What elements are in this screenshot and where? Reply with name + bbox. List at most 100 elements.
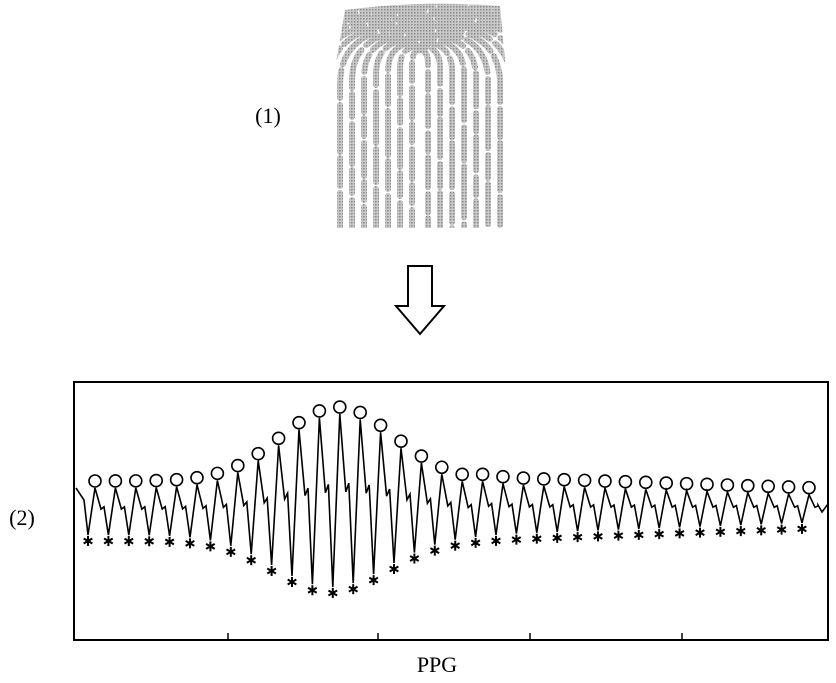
fingerprint-ridge xyxy=(331,6,507,228)
trough-marker xyxy=(144,536,155,547)
asterisk-stroke xyxy=(552,534,563,542)
trough-marker xyxy=(470,537,481,548)
trough-marker xyxy=(327,587,338,598)
peak-marker xyxy=(149,473,163,488)
trough-marker xyxy=(695,527,705,538)
peak-marker xyxy=(332,400,347,414)
asterisk-stroke xyxy=(695,529,705,536)
plot-frame xyxy=(73,381,829,641)
trough-marker xyxy=(348,584,359,595)
peak-marker xyxy=(536,472,551,486)
trough-marker xyxy=(797,523,807,534)
asterisk-stroke xyxy=(266,567,277,575)
asterisk-stroke xyxy=(776,526,787,533)
trough-marker xyxy=(776,524,787,535)
asterisk-stroke xyxy=(287,578,297,586)
peak-marker xyxy=(516,471,531,485)
asterisk-stroke xyxy=(654,530,665,538)
asterisk-stroke xyxy=(83,537,93,545)
peak-marker xyxy=(210,466,225,481)
peak-marker xyxy=(190,470,204,485)
asterisk-stroke xyxy=(735,527,746,535)
peak-marker xyxy=(577,473,592,488)
trough-marker xyxy=(613,530,624,541)
finger-label: (1) xyxy=(255,103,281,128)
asterisk-stroke xyxy=(593,533,603,540)
peak-marker xyxy=(394,434,408,448)
trough-marker xyxy=(185,538,195,549)
trough-marker xyxy=(287,577,297,588)
fingerprint-ridge xyxy=(331,3,507,228)
peak-marker xyxy=(496,469,510,484)
trough-marker xyxy=(205,541,216,552)
trough-marker xyxy=(633,529,644,540)
fingerprint-ridge xyxy=(331,10,507,228)
trough-marker xyxy=(429,545,440,556)
peak-marker xyxy=(231,458,245,473)
peak-marker xyxy=(271,431,286,446)
asterisk-stroke xyxy=(429,547,440,555)
peak-marker xyxy=(475,467,490,482)
peak-marker xyxy=(659,476,674,490)
fingerprint-ridge xyxy=(397,42,443,228)
trough-marker xyxy=(735,526,746,537)
peak-marker xyxy=(88,474,102,488)
asterisk-stroke xyxy=(531,535,542,543)
plot-ticks xyxy=(227,633,683,640)
asterisk-stroke xyxy=(572,533,583,541)
asterisk-stroke xyxy=(246,556,257,564)
fingerprint-ridge xyxy=(409,46,431,228)
peak-marker xyxy=(781,480,796,494)
trough-marker xyxy=(368,575,379,586)
peak-marker xyxy=(802,480,816,495)
asterisk-stroke xyxy=(144,537,155,545)
trough-marker xyxy=(103,536,114,547)
trough-marker xyxy=(552,532,563,543)
peak-marker xyxy=(251,446,266,461)
peak-marker xyxy=(557,472,572,487)
trough-marker xyxy=(83,536,93,547)
signal-label: (2) xyxy=(9,505,35,530)
trough-marker xyxy=(531,533,542,544)
signal-caption: PPG xyxy=(417,652,457,677)
asterisk-stroke xyxy=(450,542,461,550)
peak-marker xyxy=(598,474,612,488)
peak-marker xyxy=(700,477,714,492)
trough-marker xyxy=(756,525,767,536)
peak-marker xyxy=(169,472,184,487)
peak-marker xyxy=(108,474,123,488)
trough-marker xyxy=(654,529,665,540)
asterisk-stroke xyxy=(368,576,379,584)
asterisk-stroke xyxy=(491,537,501,545)
peak-marker xyxy=(129,474,143,488)
peak-marker xyxy=(679,476,694,491)
asterisk-stroke xyxy=(511,536,522,543)
asterisk-stroke xyxy=(185,539,195,547)
fingerprint xyxy=(331,3,507,228)
trough-marker xyxy=(389,563,399,574)
ppg-waveform xyxy=(75,400,829,598)
asterisk-stroke xyxy=(715,528,726,536)
asterisk-stroke xyxy=(389,565,399,573)
trough-marker xyxy=(409,553,420,564)
asterisk-stroke xyxy=(327,589,338,597)
down-arrow xyxy=(393,265,447,336)
trough-marker xyxy=(450,540,461,551)
asterisk-stroke xyxy=(307,586,318,594)
trough-marker xyxy=(491,535,501,546)
trough-marker xyxy=(123,536,134,547)
trough-marker xyxy=(715,526,726,537)
asterisk-stroke xyxy=(205,542,216,550)
trough-marker xyxy=(572,532,583,543)
asterisk-stroke xyxy=(409,555,420,562)
peak-marker xyxy=(638,475,653,490)
peak-marker xyxy=(720,478,735,492)
peak-marker xyxy=(740,478,755,493)
fingerprint-ridge xyxy=(361,30,479,228)
asterisk-stroke xyxy=(164,538,175,546)
trough-marker xyxy=(307,585,318,596)
trough-marker xyxy=(266,565,277,576)
trough-marker xyxy=(511,534,522,545)
trough-marker xyxy=(674,528,685,539)
